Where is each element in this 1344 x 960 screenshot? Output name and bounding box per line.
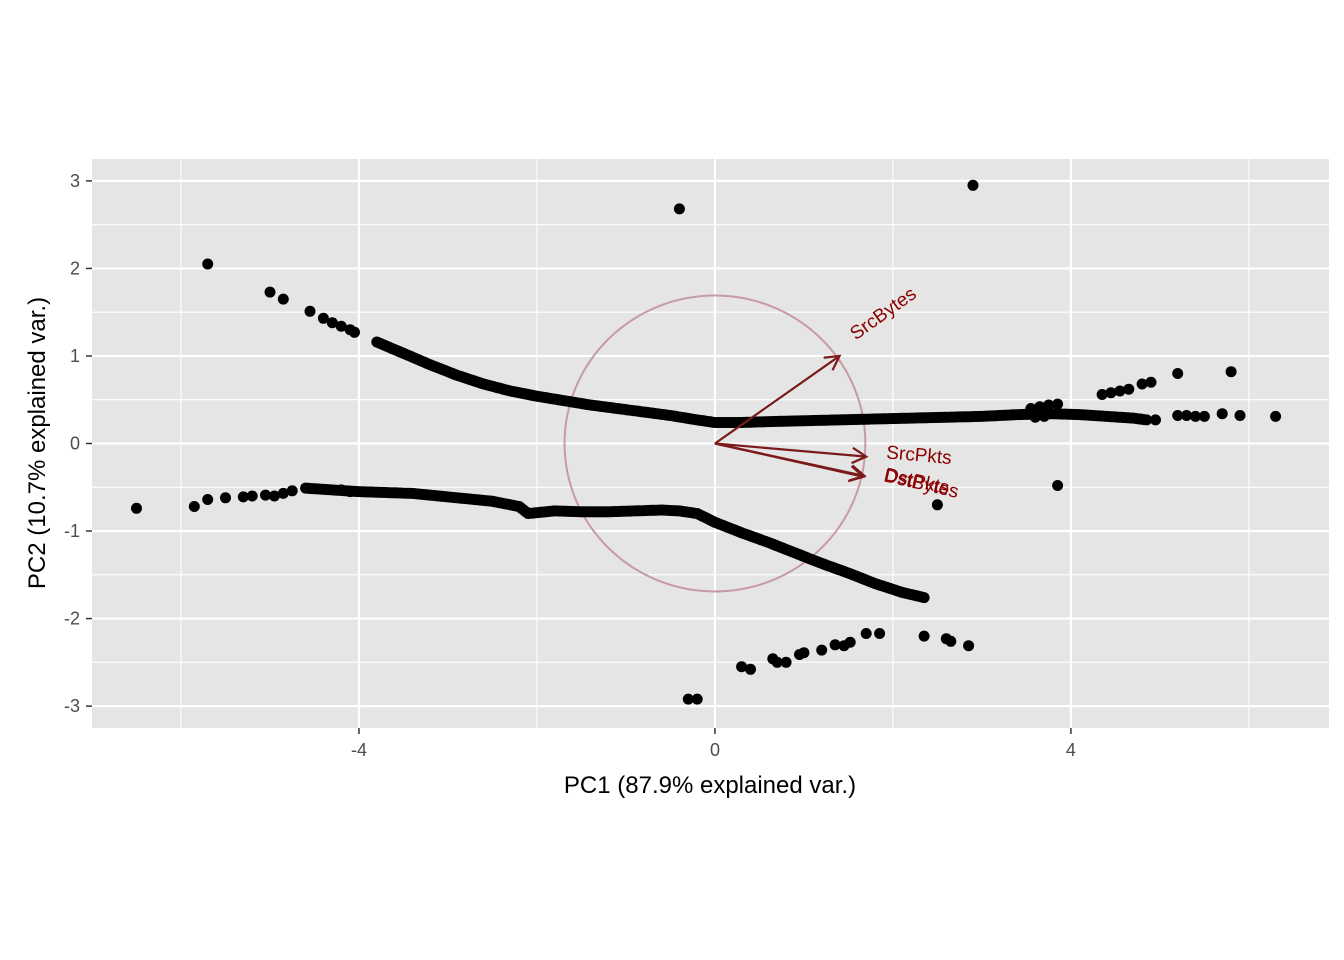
data-point xyxy=(344,486,356,498)
data-point xyxy=(349,326,360,338)
data-point xyxy=(246,490,258,502)
data-point xyxy=(317,312,329,324)
x-axis-title: PC1 (87.9% explained var.) xyxy=(564,772,856,799)
data-point xyxy=(1172,368,1184,379)
data-point xyxy=(304,305,316,317)
x-tick-label: 0 xyxy=(710,740,720,760)
data-point xyxy=(1136,378,1148,390)
x-tick-label: -4 xyxy=(351,740,367,760)
data-point xyxy=(1216,408,1228,420)
data-point xyxy=(736,661,748,673)
data-point xyxy=(967,179,979,191)
data-point xyxy=(1150,414,1161,426)
correlation-circle-layer xyxy=(563,294,867,593)
data-point xyxy=(1052,398,1064,410)
data-point xyxy=(1225,366,1237,378)
data-point xyxy=(829,639,841,651)
points-layer xyxy=(131,179,1282,705)
arrow-head xyxy=(851,446,869,465)
loading-arrow-srcpkts xyxy=(714,442,867,458)
data-point xyxy=(237,491,249,503)
y-tick-label: 2 xyxy=(70,258,80,278)
data-point xyxy=(1172,410,1184,421)
data-point xyxy=(673,203,685,215)
data-point xyxy=(682,693,694,705)
data-point xyxy=(277,293,289,305)
data-point xyxy=(260,489,271,501)
data-point xyxy=(691,693,703,705)
y-tick-label: 1 xyxy=(70,346,80,366)
data-point xyxy=(1141,414,1153,426)
data-point xyxy=(286,485,298,497)
data-point xyxy=(1234,410,1246,421)
data-point xyxy=(860,628,872,639)
y-tick-label: -3 xyxy=(64,696,80,716)
grid-major xyxy=(92,159,1329,728)
data-point xyxy=(1190,410,1201,422)
loading-arrow-srcbytes xyxy=(714,355,841,445)
data-point xyxy=(1270,410,1282,422)
data-point xyxy=(1114,385,1126,397)
data-point xyxy=(202,258,214,270)
data-point xyxy=(268,490,280,502)
data-point xyxy=(1105,387,1117,399)
data-point xyxy=(1198,410,1210,422)
data-point xyxy=(335,484,347,496)
data-point xyxy=(335,320,347,332)
data-point xyxy=(1096,389,1108,400)
data-point xyxy=(220,492,231,504)
data-point xyxy=(1123,383,1135,395)
data-point xyxy=(874,628,886,639)
data-point xyxy=(264,286,276,298)
loading-arrow-dstpkts xyxy=(714,442,865,477)
data-point xyxy=(1034,401,1046,413)
data-point xyxy=(745,663,756,675)
data-point xyxy=(798,647,810,659)
data-point xyxy=(188,501,200,512)
data-point xyxy=(131,502,142,514)
data-point xyxy=(771,656,783,668)
arrow-head xyxy=(848,464,867,482)
data-point xyxy=(1025,403,1037,414)
data-point xyxy=(780,656,792,668)
x-tick-label: 4 xyxy=(1066,740,1076,760)
arrow-head xyxy=(823,354,842,371)
data-point xyxy=(931,499,943,511)
data-point xyxy=(1038,410,1050,422)
data-point xyxy=(816,644,828,656)
data-point xyxy=(918,592,930,604)
y-tick-label: -1 xyxy=(64,521,80,541)
y-tick-label: -2 xyxy=(64,609,80,629)
data-point xyxy=(1052,480,1064,491)
data-point xyxy=(1029,411,1041,423)
data-point xyxy=(844,636,856,648)
y-tick-label: 3 xyxy=(70,171,80,191)
data-point xyxy=(277,487,289,499)
data-point xyxy=(1145,376,1157,388)
y-tick-label: 0 xyxy=(70,434,80,454)
data-point xyxy=(963,640,975,652)
data-point xyxy=(1043,399,1055,411)
y-axis-title: PC2 (10.7% explained var.) xyxy=(24,297,51,589)
data-point xyxy=(945,635,957,647)
data-point xyxy=(1181,410,1193,421)
axis-ticks: -4 0 4 3 2 1 0 -1 -2 -3 xyxy=(64,171,1076,760)
data-point xyxy=(202,494,214,505)
data-point xyxy=(918,630,930,642)
data-point xyxy=(326,317,338,329)
correlation-circle xyxy=(563,294,867,593)
